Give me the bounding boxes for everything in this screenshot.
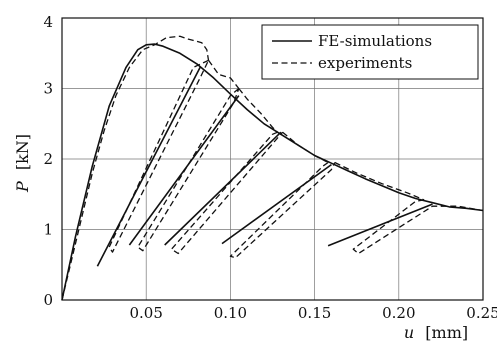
- fe-simulations-segment-5: [327, 203, 433, 247]
- fe-simulations-segment-4: [221, 163, 332, 245]
- experiments-segment-0: [61, 35, 210, 301]
- y-tick-label: 2: [43, 150, 53, 168]
- fe-simulations-segment-3: [164, 131, 282, 246]
- experiments-segment-7: [229, 161, 336, 259]
- series-layer: [61, 35, 484, 301]
- y-tick-label: 0: [43, 291, 53, 309]
- y-axis-symbol: P: [13, 181, 32, 193]
- y-axis-unit: [kN]: [13, 134, 32, 170]
- x-tick-label: 0.20: [382, 304, 415, 322]
- experiments-segment-2: [207, 59, 240, 89]
- x-tick-label: 0.05: [129, 304, 162, 322]
- experiments-segment-3: [137, 88, 240, 252]
- experiments-segment-8: [334, 161, 425, 201]
- y-axis-label: P [kN]: [13, 134, 32, 193]
- x-tick-label: 0.25: [466, 304, 497, 322]
- x-axis-label: u [mm]: [404, 323, 468, 342]
- y-tick-label: 3: [43, 80, 53, 98]
- experiments-segment-1: [108, 59, 210, 253]
- x-tick-label: 0.10: [214, 304, 247, 322]
- plot-frame: [61, 17, 484, 301]
- x-axis-symbol: u: [404, 323, 414, 342]
- tick-labels: 0.05 0.10 0.15 0.20 0.25 0 1 2 3 4: [43, 13, 497, 322]
- legend-box: [261, 24, 479, 80]
- fe-simulations-segment-1: [96, 67, 201, 267]
- fe-simulations-segment-0: [61, 43, 484, 301]
- x-tick-label: 0.15: [298, 304, 331, 322]
- y-tick-label: 4: [43, 13, 53, 31]
- y-tick-label: 1: [43, 221, 53, 239]
- legend: FE-simulations experiments: [261, 24, 479, 80]
- experiments-segment-4: [238, 88, 279, 133]
- x-axis-unit: [mm]: [425, 323, 468, 342]
- experiments-segment-5: [170, 131, 284, 255]
- legend-label-fe-simulations: FE-simulations: [318, 32, 432, 50]
- experiments-segment-6: [282, 131, 329, 164]
- legend-label-experiments: experiments: [318, 54, 412, 72]
